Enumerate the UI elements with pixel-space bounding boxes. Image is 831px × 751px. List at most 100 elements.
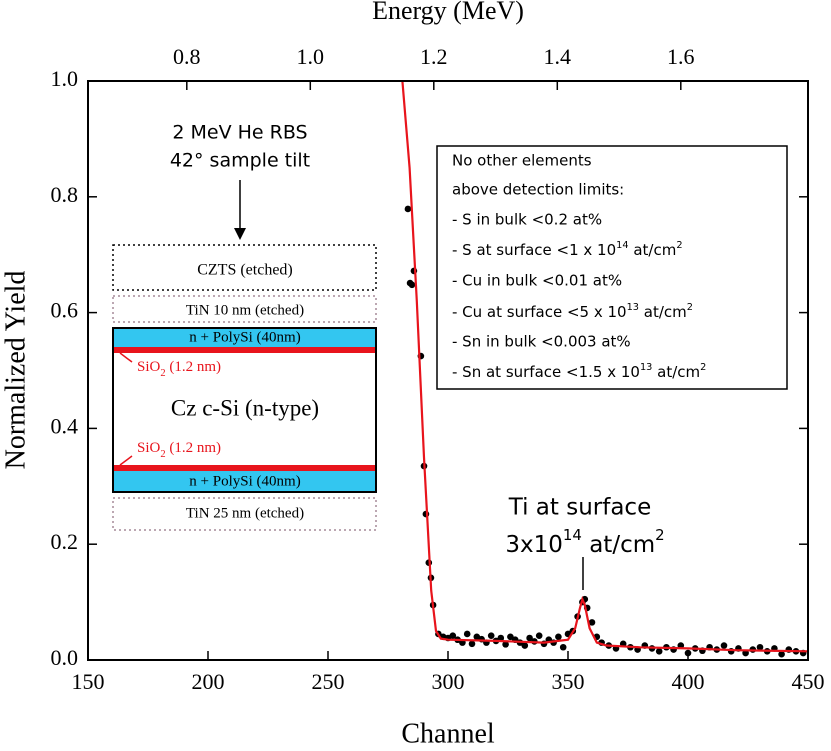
annotation: 2 MeV He RBS — [172, 122, 307, 144]
data-point — [655, 648, 663, 655]
x2-tick-label: 1.4 — [544, 44, 572, 69]
limits-box — [436, 145, 788, 390]
leader — [119, 352, 133, 363]
data-point — [521, 642, 529, 649]
data-point — [487, 632, 495, 639]
data-point — [555, 633, 562, 641]
y-tick-label: 0.0 — [51, 645, 79, 670]
limits-line: above detection limits: — [452, 181, 624, 199]
y-axis-title: Normalized Yield — [0, 271, 31, 470]
data-point — [468, 640, 476, 648]
text-part: 2 — [655, 526, 665, 544]
limits-line: - S at surface <1 x 1014 at/cm2 — [452, 240, 683, 259]
text-part: 2 — [160, 368, 165, 379]
text-part: 14 — [563, 526, 582, 544]
text-part: - Cu at surface <5 x 10 — [452, 303, 627, 321]
text-part: 3x10 — [505, 532, 563, 558]
polysi-top-layer — [113, 328, 376, 348]
text-part: at/cm — [639, 303, 687, 321]
layer-label: TiN 25 nm (etched) — [186, 505, 304, 521]
plot-area — [401, 81, 808, 658]
data-point — [684, 649, 692, 657]
x-tick-label: 450 — [792, 669, 825, 694]
x-tick-label: 300 — [432, 669, 465, 694]
layer-label: Cz c-Si (n-type) — [171, 395, 319, 420]
y-tick-label: 0.4 — [51, 413, 79, 438]
text-part: - S at surface <1 x 10 — [452, 241, 616, 259]
annotation: Ti at surface — [508, 495, 651, 521]
data-point — [497, 634, 505, 642]
x2-tick-label: 0.8 — [173, 44, 201, 69]
text-part: 2 — [160, 449, 165, 460]
leader — [119, 455, 133, 466]
x-tick-label: 150 — [72, 669, 105, 694]
layer-label: n + PolySi (40nm) — [189, 473, 300, 489]
limits-line: - S in bulk <0.2 at% — [452, 211, 602, 229]
data-point — [502, 641, 509, 648]
x-tick-label: 250 — [312, 669, 345, 694]
limits-line: - Cu at surface <5 x 1013 at/cm2 — [452, 302, 693, 321]
x-tick-label: 350 — [552, 669, 585, 694]
annotation: 3x1014 at/cm2 — [505, 526, 664, 558]
sio2-bottom-layer — [113, 465, 376, 471]
layer-label: CZTS (etched) — [197, 262, 293, 279]
y-tick-label: 0.8 — [51, 182, 79, 207]
wafer-outline — [112, 327, 377, 493]
x-tick-label: 200 — [192, 669, 225, 694]
tin-top-layer — [112, 295, 377, 323]
y-tick-label: 0.2 — [51, 529, 79, 554]
sio2-top-layer — [113, 347, 376, 353]
limits-line: - Sn in bulk <0.003 at% — [452, 333, 631, 351]
layer-label: n + PolySi (40nm) — [189, 329, 300, 345]
data-point — [535, 632, 543, 639]
annotation: 42° sample tilt — [170, 150, 310, 172]
data-point — [559, 643, 567, 651]
inset — [112, 244, 377, 531]
x2-tick-label: 1.0 — [297, 44, 325, 69]
text-part: (1.2 nm) — [166, 359, 221, 375]
text-part: - Sn at surface <1.5 x 10 — [452, 363, 640, 381]
czts-layer — [112, 244, 377, 291]
y-tick-label: 1.0 — [51, 66, 79, 91]
x2-axis-title: Energy (MeV) — [372, 0, 524, 25]
y-tick-label: 0.6 — [51, 298, 79, 323]
fit-line — [401, 81, 808, 653]
tin-bottom-layer — [112, 497, 377, 531]
data-point — [778, 650, 785, 658]
layer-label: SiO2 (1.2 nm) — [137, 359, 221, 378]
text-part: 2 — [676, 240, 682, 251]
data-point — [449, 632, 457, 639]
data-point — [526, 634, 533, 642]
text-part: 13 — [640, 362, 652, 373]
x2-tick-label: 1.6 — [667, 44, 695, 69]
text-part: 13 — [627, 302, 639, 313]
layer-label: TiN 10 nm (etched) — [186, 302, 304, 318]
limits-line: No other elements — [452, 152, 592, 170]
plot-frame — [87, 80, 809, 661]
x2-tick-label: 1.2 — [420, 44, 448, 69]
x-axis-title: Channel — [401, 718, 495, 749]
data-point — [756, 643, 764, 651]
text-part: at/cm — [582, 532, 655, 558]
text-part: 2 — [687, 302, 693, 313]
data-point — [404, 205, 412, 213]
layer-label: SiO2 (1.2 nm) — [137, 440, 221, 459]
data-point — [588, 619, 596, 626]
text-part: (1.2 nm) — [166, 440, 221, 456]
x-tick-label: 400 — [672, 669, 705, 694]
text-part: SiO — [137, 359, 161, 375]
arrow-head — [234, 228, 246, 240]
polysi-bottom-layer — [113, 471, 376, 492]
limits-line: - Sn at surface <1.5 x 1013 at/cm2 — [452, 362, 706, 381]
text-part: 2 — [700, 362, 706, 373]
text-part: 14 — [616, 240, 628, 251]
data-point — [507, 633, 514, 641]
data-point — [408, 281, 416, 289]
limits-line: - Cu in bulk <0.01 at% — [452, 272, 622, 290]
text-part: SiO — [137, 440, 161, 456]
data-point — [463, 630, 471, 638]
text-part: at/cm — [652, 363, 700, 381]
text-part: at/cm — [629, 241, 677, 259]
